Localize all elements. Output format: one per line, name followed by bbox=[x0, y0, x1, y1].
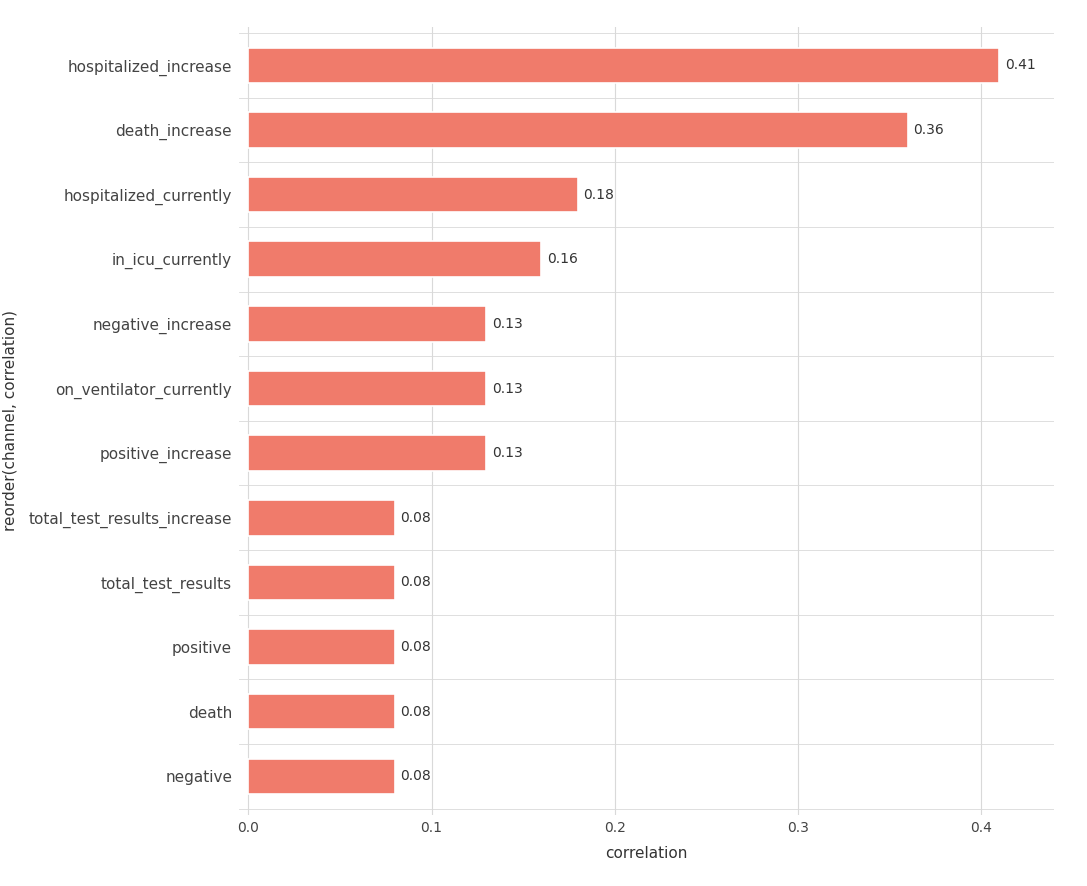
Bar bbox=[248, 307, 487, 342]
Bar bbox=[248, 694, 395, 729]
Text: 0.13: 0.13 bbox=[492, 317, 523, 330]
Bar bbox=[248, 370, 487, 407]
Bar bbox=[248, 629, 395, 664]
Bar bbox=[248, 564, 395, 600]
Text: 0.13: 0.13 bbox=[492, 447, 523, 460]
Text: 0.08: 0.08 bbox=[400, 640, 432, 654]
Bar bbox=[248, 500, 395, 535]
Bar bbox=[248, 758, 395, 794]
Text: 0.36: 0.36 bbox=[913, 123, 945, 137]
Text: 0.13: 0.13 bbox=[492, 382, 523, 395]
Text: 0.08: 0.08 bbox=[400, 575, 432, 589]
X-axis label: correlation: correlation bbox=[605, 846, 688, 861]
Bar bbox=[248, 242, 541, 277]
Bar bbox=[248, 435, 487, 471]
Text: 0.16: 0.16 bbox=[547, 253, 578, 267]
Text: 0.08: 0.08 bbox=[400, 769, 432, 783]
Bar bbox=[248, 48, 999, 83]
Text: 0.08: 0.08 bbox=[400, 511, 432, 525]
Text: 0.08: 0.08 bbox=[400, 704, 432, 719]
Text: 0.41: 0.41 bbox=[1004, 58, 1036, 73]
Bar bbox=[248, 177, 578, 213]
Text: 0.18: 0.18 bbox=[584, 188, 614, 202]
Y-axis label: reorder(channel, correlation): reorder(channel, correlation) bbox=[2, 310, 17, 532]
Bar bbox=[248, 113, 908, 148]
